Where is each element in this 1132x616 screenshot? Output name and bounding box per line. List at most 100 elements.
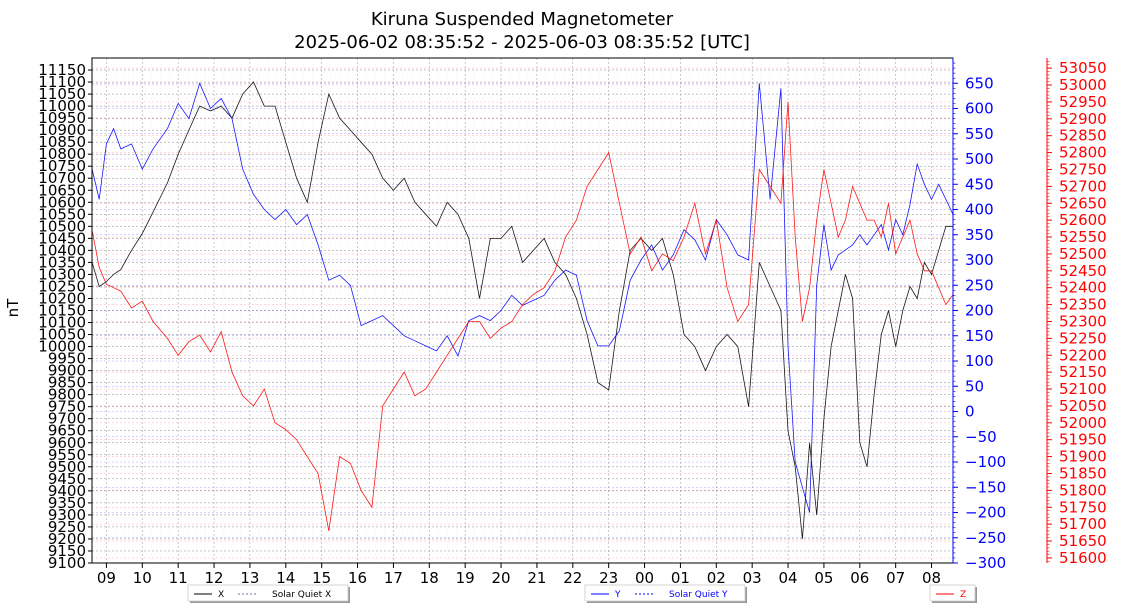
left-tick-label: 9800 xyxy=(48,386,86,404)
x-tick-label: 03 xyxy=(743,569,762,587)
left-tick-label: 10300 xyxy=(38,265,86,283)
left-tick-label: 10600 xyxy=(38,193,86,211)
x-tick-label: 12 xyxy=(204,569,223,587)
series-z-line xyxy=(91,101,954,531)
right-tick-label: −300 xyxy=(965,554,1006,572)
x-tick-label: 11 xyxy=(169,569,188,587)
legend-box: X Solar Quiet X xyxy=(187,584,350,603)
far-right-tick-label: 51750 xyxy=(1059,498,1107,516)
x-tick-label: 10 xyxy=(133,569,152,587)
x-tick-label: 14 xyxy=(276,569,295,587)
left-tick-label: 9400 xyxy=(48,482,86,500)
far-right-tick-label: 52800 xyxy=(1059,144,1107,162)
left-tick-label: 10800 xyxy=(38,145,86,163)
chart-series xyxy=(91,81,954,540)
far-right-tick-label: 52400 xyxy=(1059,279,1107,297)
far-right-tick-label: 52700 xyxy=(1059,177,1107,195)
far-right-tick-label: 52600 xyxy=(1059,211,1107,229)
far-right-tick-label: 51950 xyxy=(1059,431,1107,449)
x-tick-label: 09 xyxy=(97,569,116,587)
left-tick-label: 10850 xyxy=(38,133,86,151)
left-tick-label: 10100 xyxy=(38,314,86,332)
left-tick-label: 9950 xyxy=(48,350,86,368)
chart-legend: X Solar Quiet X Y Solar Quiet Y Z xyxy=(187,584,977,603)
x-tick-label: 00 xyxy=(635,569,654,587)
chart-axes: 09 10 11 12 13 14 15 16 17 18 19 20 21 22 23 00 01 02 03 04… xyxy=(38,59,1106,587)
far-right-tick-label: 52900 xyxy=(1059,110,1107,128)
x-tick-label: 08 xyxy=(922,569,941,587)
left-tick-label: 10350 xyxy=(38,253,86,271)
chart-grid xyxy=(92,58,953,564)
left-tick-label: 9350 xyxy=(48,494,86,512)
chart-title: Kiruna Suspended Magnetometer xyxy=(371,9,674,30)
right-tick-label: 200 xyxy=(965,302,994,320)
far-right-tick-label: 52150 xyxy=(1059,363,1107,381)
right-tick-label: −100 xyxy=(965,453,1006,471)
x-tick-label: 01 xyxy=(671,569,690,587)
left-tick-label: 9450 xyxy=(48,470,86,488)
legend-frame xyxy=(584,584,746,602)
left-tick-label: 9550 xyxy=(48,446,86,464)
right-tick-label: −200 xyxy=(965,504,1006,522)
x-tick-label: 22 xyxy=(563,569,582,587)
x-tick-label: 17 xyxy=(384,569,403,587)
right-tick-label: 300 xyxy=(965,251,994,269)
x-tick-label: 16 xyxy=(348,569,367,587)
far-right-tick-label: 52000 xyxy=(1059,414,1107,432)
right-tick-label: 350 xyxy=(965,226,994,244)
left-tick-label: 9900 xyxy=(48,362,86,380)
x-tick-label: 21 xyxy=(527,569,546,587)
right-tick-label: 550 xyxy=(965,125,994,143)
left-tick-label: 9600 xyxy=(48,434,86,452)
legend-label: Y xyxy=(614,590,621,600)
right-tick-label: 0 xyxy=(965,403,975,421)
legend-frame xyxy=(187,584,349,602)
far-right-tick-label: 51800 xyxy=(1059,481,1107,499)
legend-box: Z xyxy=(929,584,977,603)
far-right-tick-label: 53000 xyxy=(1059,76,1107,94)
left-tick-label: 10750 xyxy=(38,157,86,175)
right-tick-label: 150 xyxy=(965,327,994,345)
x-tick-label: 15 xyxy=(312,569,331,587)
left-tick-label: 9100 xyxy=(48,554,86,572)
far-right-tick-label: 52950 xyxy=(1059,93,1107,111)
legend-box: Y Solar Quiet Y xyxy=(584,584,747,603)
left-tick-label: 11050 xyxy=(38,85,86,103)
far-right-tick-label: 51600 xyxy=(1059,549,1107,567)
chart-subtitle: 2025-06-02 08:35:52 - 2025-06-03 08:35:5… xyxy=(294,32,750,53)
x-tick-label: 19 xyxy=(456,569,475,587)
far-right-tick-label: 52650 xyxy=(1059,194,1107,212)
right-tick-label: 400 xyxy=(965,201,994,219)
x-tick-label: 07 xyxy=(886,569,905,587)
right-tick-label: 250 xyxy=(965,276,994,294)
right-tick-label: 500 xyxy=(965,150,994,168)
left-tick-label: 9700 xyxy=(48,410,86,428)
y-axis-label: nT xyxy=(4,298,22,318)
right-tick-label: 450 xyxy=(965,175,994,193)
right-tick-label: 100 xyxy=(965,352,994,370)
legend-label: Solar Quiet Y xyxy=(669,590,728,600)
left-tick-label: 10050 xyxy=(38,326,86,344)
far-right-tick-label: 53050 xyxy=(1059,59,1107,77)
x-tick-label: 23 xyxy=(599,569,618,587)
far-right-tick-label: 52200 xyxy=(1059,346,1107,364)
left-tick-label: 9500 xyxy=(48,458,86,476)
x-tick-label: 18 xyxy=(420,569,439,587)
far-right-tick-label: 52300 xyxy=(1059,312,1107,330)
left-tick-label: 10950 xyxy=(38,109,86,127)
left-tick-label: 10650 xyxy=(38,181,86,199)
far-right-tick-label: 52750 xyxy=(1059,160,1107,178)
far-right-tick-label: 52450 xyxy=(1059,262,1107,280)
left-tick-label: 10450 xyxy=(38,229,86,247)
series-x-line xyxy=(91,81,954,540)
far-right-tick-label: 51850 xyxy=(1059,464,1107,482)
far-right-tick-label: 52850 xyxy=(1059,127,1107,145)
left-tick-label: 9200 xyxy=(48,530,86,548)
x-tick-label: 06 xyxy=(850,569,869,587)
x-tick-label: 20 xyxy=(491,569,510,587)
left-tick-label: 11000 xyxy=(38,97,86,115)
legend-frame xyxy=(929,584,976,602)
left-tick-label: 10900 xyxy=(38,121,86,139)
far-right-tick-label: 51900 xyxy=(1059,448,1107,466)
far-right-tick-label: 52050 xyxy=(1059,397,1107,415)
